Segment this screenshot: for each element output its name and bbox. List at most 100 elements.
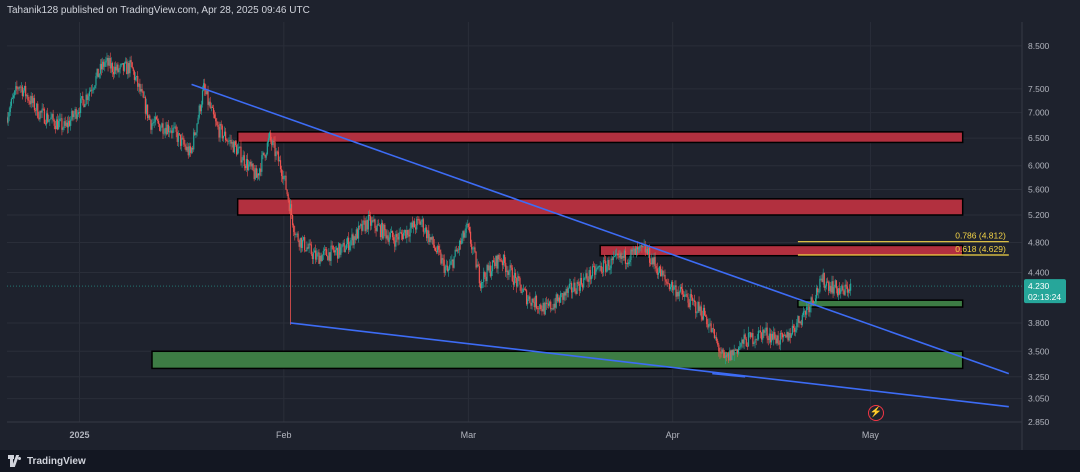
candle-body [172,127,174,134]
candle-body [761,332,763,340]
y-tick-label: 4.400 [1028,268,1050,278]
candle-body [421,219,423,222]
candle-body [762,329,764,340]
candle-body [429,237,431,243]
candle-body [115,66,117,71]
candle-body [780,332,783,334]
candle-body [411,222,413,228]
candle-body [152,123,154,124]
candle-body [44,123,47,125]
candle-body [104,62,106,67]
candle-body [841,285,843,290]
candle-body [121,63,123,65]
candle-body [558,297,561,303]
candle-body [87,96,89,100]
tradingview-logo-icon[interactable] [8,455,22,467]
candle-body [311,254,313,260]
candle-body [533,302,535,308]
candle-body [273,141,275,143]
candle-body [566,288,568,293]
candle-body [557,297,560,302]
candle-body [485,276,487,282]
candle-body [731,349,733,361]
candle-body [513,272,516,285]
candle-body [199,105,201,112]
candle-body [714,337,717,338]
candle-body [519,278,521,285]
candle-body [456,249,458,252]
candle-body [523,288,525,290]
candle-body [826,281,829,283]
x-tick-label: 2025 [69,430,89,440]
candle-body [618,255,620,258]
candle-body [554,303,556,308]
candle-body [445,265,447,267]
candle-body [230,139,232,144]
candle-body [185,146,187,151]
candle-body [157,120,160,124]
candle-body [651,258,653,265]
candle-body [167,124,170,133]
candles-layer [7,52,852,365]
candle-body [388,237,390,242]
candle-body [812,300,814,304]
candle-body [30,96,32,105]
candle-body [312,252,315,260]
candle-body [773,332,775,340]
candle-body [61,118,63,130]
candle-body [76,114,78,119]
candle-body [7,116,9,123]
candle-body [387,235,389,242]
candle-body [390,230,393,233]
candle-body [535,295,538,309]
candle-body [586,273,588,280]
price-chart[interactable]: 0.786 (4.812) 0.618 (4.629) 8.500 7.500 7.0… [7,22,1080,450]
candle-body [25,85,27,97]
candle-body [295,234,297,236]
candle-body [441,258,443,264]
chart-area[interactable]: 0.786 (4.812) 0.618 (4.629) 8.500 7.500 7.0… [7,22,1080,450]
candle-body [133,71,136,80]
y-tick-label: 5.600 [1028,184,1050,194]
candle-body [240,146,242,163]
candle-body [317,252,319,254]
candle-body [633,248,635,251]
candle-body [757,330,759,340]
candle-body [491,260,494,272]
lightning-icon[interactable]: ⚡ [868,405,884,421]
candle-body [171,130,173,134]
candle-body [565,288,567,296]
candle-body [194,132,196,135]
candle-body [476,264,478,268]
candle-body [756,339,758,340]
candle-body [19,86,21,88]
candle-body [286,189,288,195]
candle-body [846,286,848,293]
candle-body [516,277,518,287]
candle-body [211,106,214,108]
candle-body [384,224,386,231]
candle-body [79,98,82,114]
candle-body [219,123,221,138]
candle-body [820,278,822,280]
x-axis: 2025 Feb Mar Apr May [69,430,879,440]
candle-body [364,220,366,232]
candle-body [17,88,19,90]
candle-body [400,232,402,235]
candle-body [508,271,510,275]
candle-body [27,95,29,101]
candle-body [815,288,818,299]
candle-body [359,225,361,227]
candle-body [176,131,178,142]
candle-body [522,288,524,292]
candle-body [450,261,452,265]
candle-body [430,237,432,240]
candle-body [636,247,639,250]
candle-body [310,244,312,255]
candle-body [598,265,600,268]
candle-body [599,265,601,267]
candle-body [156,119,159,121]
y-tick-label: 3.050 [1028,394,1050,404]
candle-body [257,173,260,176]
candle-body [735,349,737,351]
